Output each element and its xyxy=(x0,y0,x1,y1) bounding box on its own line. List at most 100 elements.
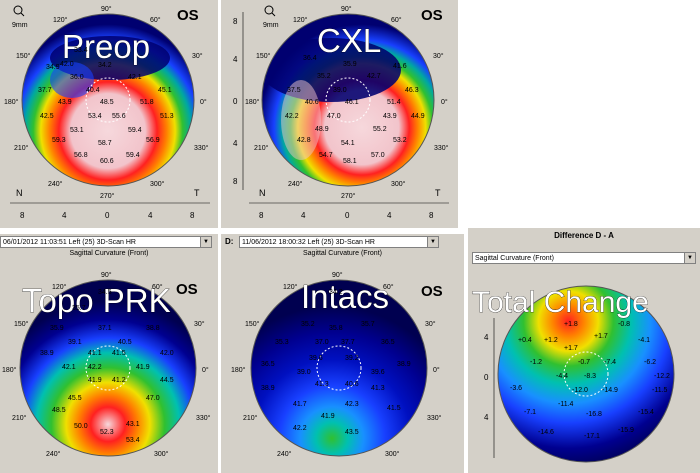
svg-text:46.1: 46.1 xyxy=(345,99,359,106)
svg-text:90°: 90° xyxy=(101,5,112,13)
svg-text:41.3: 41.3 xyxy=(315,381,329,388)
total-change-values: +1.8 +1.7 -0.8 +0.4 +1.7 -4.1 -1.2 -0.7 … xyxy=(510,321,670,440)
topo-prk-exam-text: 06/01/2012 11:03:51 Left (25) 3D-Scan HR xyxy=(3,239,136,246)
svg-text:8: 8 xyxy=(190,211,195,220)
svg-text:4: 4 xyxy=(301,211,306,220)
chevron-down-icon[interactable]: ▼ xyxy=(427,237,438,247)
preop-x-ticks: 8 4 0 4 8 xyxy=(20,211,195,220)
svg-text:40.6: 40.6 xyxy=(305,99,319,106)
svg-text:240°: 240° xyxy=(46,450,61,458)
svg-text:180°: 180° xyxy=(231,366,246,374)
svg-text:42.1: 42.1 xyxy=(128,74,142,81)
svg-text:58.7: 58.7 xyxy=(98,140,112,147)
svg-text:42.5: 42.5 xyxy=(40,113,54,120)
svg-text:-14.9: -14.9 xyxy=(602,387,618,394)
svg-text:+1.7: +1.7 xyxy=(564,345,578,352)
svg-text:-14.6: -14.6 xyxy=(538,429,554,436)
topo-prk-panel: 06/01/2012 11:03:51 Left (25) 3D-Scan HR… xyxy=(0,234,218,473)
svg-text:90°: 90° xyxy=(341,5,352,13)
svg-text:-8.3: -8.3 xyxy=(584,373,596,380)
topo-prk-eye-label: OS xyxy=(176,281,198,298)
svg-text:120°: 120° xyxy=(52,283,67,291)
topo-prk-exam-select[interactable]: 06/01/2012 11:03:51 Left (25) 3D-Scan HR… xyxy=(0,236,212,248)
svg-text:180°: 180° xyxy=(2,366,17,374)
svg-text:4: 4 xyxy=(233,55,238,64)
svg-text:-0.7: -0.7 xyxy=(578,359,590,366)
svg-text:+1.7: +1.7 xyxy=(594,333,608,340)
preop-eye-label: OS xyxy=(177,7,199,24)
svg-text:90°: 90° xyxy=(332,271,343,279)
svg-text:-0.8: -0.8 xyxy=(618,321,630,328)
svg-text:300°: 300° xyxy=(391,180,406,188)
svg-text:41.9: 41.9 xyxy=(321,413,335,420)
svg-text:39.0: 39.0 xyxy=(297,369,311,376)
svg-text:60.6: 60.6 xyxy=(100,158,114,165)
svg-text:210°: 210° xyxy=(12,414,27,422)
svg-text:37.7: 37.7 xyxy=(38,87,52,94)
svg-text:34.2: 34.2 xyxy=(98,62,112,69)
svg-text:41.1: 41.1 xyxy=(88,350,102,357)
intacs-title: Intacs xyxy=(301,278,389,315)
svg-text:120°: 120° xyxy=(283,283,298,291)
cxl-degree-labels: 90° 120° 60° 150° 30° 180° 0° 210° 330° … xyxy=(245,5,449,200)
svg-text:-7.1: -7.1 xyxy=(524,409,536,416)
intacs-values: 34.2 35.2 35.8 35.7 35.3 37.0 37.7 36.5 … xyxy=(261,289,411,436)
svg-text:8: 8 xyxy=(20,211,25,220)
svg-text:-6.2: -6.2 xyxy=(644,359,656,366)
cxl-title: CXL xyxy=(317,22,381,59)
svg-text:45.5: 45.5 xyxy=(68,395,82,402)
svg-text:55.6: 55.6 xyxy=(112,113,126,120)
svg-text:300°: 300° xyxy=(154,450,169,458)
intacs-degree-labels: 90° 120° 60° 150° 30° 180° 0° 210° 330° … xyxy=(231,271,442,458)
chevron-down-icon[interactable]: ▼ xyxy=(200,237,211,247)
intacs-exam-text: 11/06/2012 18:00:32 Left (25) 3D-Scan HR xyxy=(242,239,375,246)
difference-heading: Difference D - A xyxy=(554,231,614,240)
cxl-eye-label: OS xyxy=(421,7,443,24)
total-change-map: Total Change +1.8 +1.7 -0.8 +0.4 +1.7 -4… xyxy=(472,285,675,463)
svg-text:38.8: 38.8 xyxy=(146,325,160,332)
magnifier-icon[interactable] xyxy=(13,5,23,15)
svg-text:59.3: 59.3 xyxy=(52,137,66,144)
svg-text:120°: 120° xyxy=(293,16,308,24)
svg-text:34.9: 34.9 xyxy=(46,64,60,71)
svg-text:0°: 0° xyxy=(200,98,207,106)
svg-text:150°: 150° xyxy=(16,52,31,60)
svg-text:60°: 60° xyxy=(383,283,394,291)
cxl-panel: CXL OS 9mm 36.4 35.9 41.6 35.2 42.7 37.5… xyxy=(221,0,458,228)
intacs-exam-select[interactable]: 11/06/2012 18:00:32 Left (25) 3D-Scan HR… xyxy=(239,236,439,248)
svg-text:48.9: 48.9 xyxy=(315,126,329,133)
svg-text:37.5: 37.5 xyxy=(287,87,301,94)
svg-text:210°: 210° xyxy=(254,144,269,152)
svg-text:48.5: 48.5 xyxy=(100,99,114,106)
svg-text:330°: 330° xyxy=(194,144,209,152)
svg-text:0°: 0° xyxy=(433,366,440,374)
svg-text:42.2: 42.2 xyxy=(88,364,102,371)
svg-text:42.2: 42.2 xyxy=(285,113,299,120)
svg-text:39.1: 39.1 xyxy=(68,339,82,346)
svg-text:35.9: 35.9 xyxy=(343,61,357,68)
total-change-map-select[interactable]: Sagittal Curvature (Front) ▼ xyxy=(472,252,696,264)
svg-text:-11.4: -11.4 xyxy=(558,401,574,408)
preop-panel: Preop OS 9mm 33.4 34.9 34.2 37.7 36.0 40… xyxy=(0,0,218,228)
svg-text:38.9: 38.9 xyxy=(40,350,54,357)
svg-text:0: 0 xyxy=(233,97,238,106)
intacs-subtitle: Sagittal Curvature (Front) xyxy=(303,250,382,257)
chevron-down-icon[interactable]: ▼ xyxy=(684,253,695,263)
svg-text:-7.4: -7.4 xyxy=(604,359,616,366)
svg-text:41.9: 41.9 xyxy=(88,377,102,384)
svg-text:42.1: 42.1 xyxy=(62,364,76,371)
svg-text:52.3: 52.3 xyxy=(100,429,114,436)
svg-text:39.2: 39.2 xyxy=(345,355,359,362)
svg-text:41.2: 41.2 xyxy=(112,377,126,384)
svg-text:330°: 330° xyxy=(196,414,211,422)
svg-text:8: 8 xyxy=(429,211,434,220)
svg-text:210°: 210° xyxy=(14,144,29,152)
magnifier-icon[interactable] xyxy=(264,5,274,15)
svg-text:240°: 240° xyxy=(48,180,63,188)
svg-text:39.6: 39.6 xyxy=(309,355,323,362)
intacs-exam-prefix: D: xyxy=(225,237,234,246)
total-change-panel: Difference D - A Sagittal Curvature (Fro… xyxy=(468,228,700,473)
svg-text:-15.9: -15.9 xyxy=(618,427,634,434)
svg-text:50.0: 50.0 xyxy=(74,423,88,430)
svg-text:46.3: 46.3 xyxy=(405,87,419,94)
